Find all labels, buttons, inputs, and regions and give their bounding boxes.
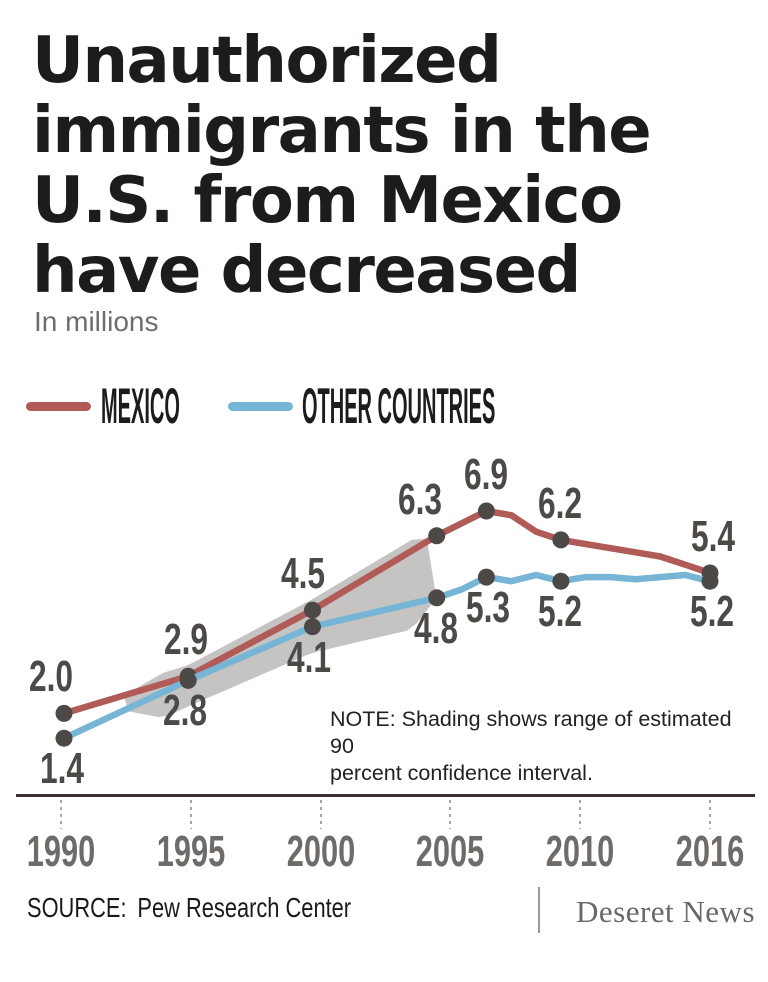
x-axis-line <box>16 794 755 797</box>
other-countries-line <box>62 571 711 742</box>
other-countries-point-2000 <box>304 618 321 636</box>
x-tick-2010 <box>579 800 581 829</box>
mexico-point-2000 <box>304 601 321 619</box>
x-label-2016: 2016 <box>675 827 745 876</box>
confidence-note-line-1: NOTE: Shading shows range of estimated 9… <box>330 707 732 758</box>
brand-wordmark: Deseret News <box>576 894 756 929</box>
x-tick-2016 <box>709 800 711 829</box>
x-tick-2000 <box>320 800 322 829</box>
x-label-1995: 1995 <box>156 827 226 876</box>
source-line: SOURCE: Pew Research Center <box>27 892 351 924</box>
mexico-line <box>63 507 712 717</box>
footer-divider <box>538 887 540 933</box>
x-tick-1990 <box>60 800 62 829</box>
source-value: Pew Research Center <box>137 892 352 923</box>
chart-title: Unauthorized immigrants in the U.S. from… <box>32 26 752 306</box>
mexico-point-2007 <box>477 502 495 520</box>
title-line-1: Unauthorized <box>32 24 502 98</box>
legend-swatch-other-countries <box>228 402 293 411</box>
other-countries-point-1990 <box>55 729 73 747</box>
x-label-1990: 1990 <box>26 827 96 876</box>
legend-swatch-mexico <box>26 402 91 411</box>
x-tick-1995 <box>190 800 192 829</box>
x-label-2005: 2005 <box>415 827 485 876</box>
x-label-2000: 2000 <box>286 827 356 876</box>
x-label-2010: 2010 <box>545 827 615 876</box>
legend-label-other-countries: OTHER COUNTRIES <box>302 378 496 434</box>
other-countries-point-1995 <box>179 671 197 689</box>
title-line-3: U.S. from Mexico <box>32 164 623 238</box>
other-countries-point-2005 <box>428 589 446 607</box>
title-line-4: have decreased <box>32 234 581 308</box>
other-countries-point-2007 <box>477 568 495 586</box>
title-line-2: immigrants in the <box>32 94 652 168</box>
x-tick-2005 <box>449 800 451 829</box>
confidence-note: NOTE: Shading shows range of estimated 9… <box>330 706 750 787</box>
other-countries-point-2010 <box>552 572 570 590</box>
mexico-point-2010 <box>552 531 570 549</box>
mexico-point-1990 <box>55 704 73 722</box>
legend-label-mexico: MEXICO <box>101 378 180 434</box>
chart-subtitle: In millions <box>34 306 159 337</box>
mexico-point-2005 <box>428 527 446 545</box>
source-label: SOURCE: <box>27 892 127 923</box>
confidence-note-line-2: percent confidence interval. <box>330 761 593 785</box>
other-countries-point-2016 <box>701 572 719 590</box>
